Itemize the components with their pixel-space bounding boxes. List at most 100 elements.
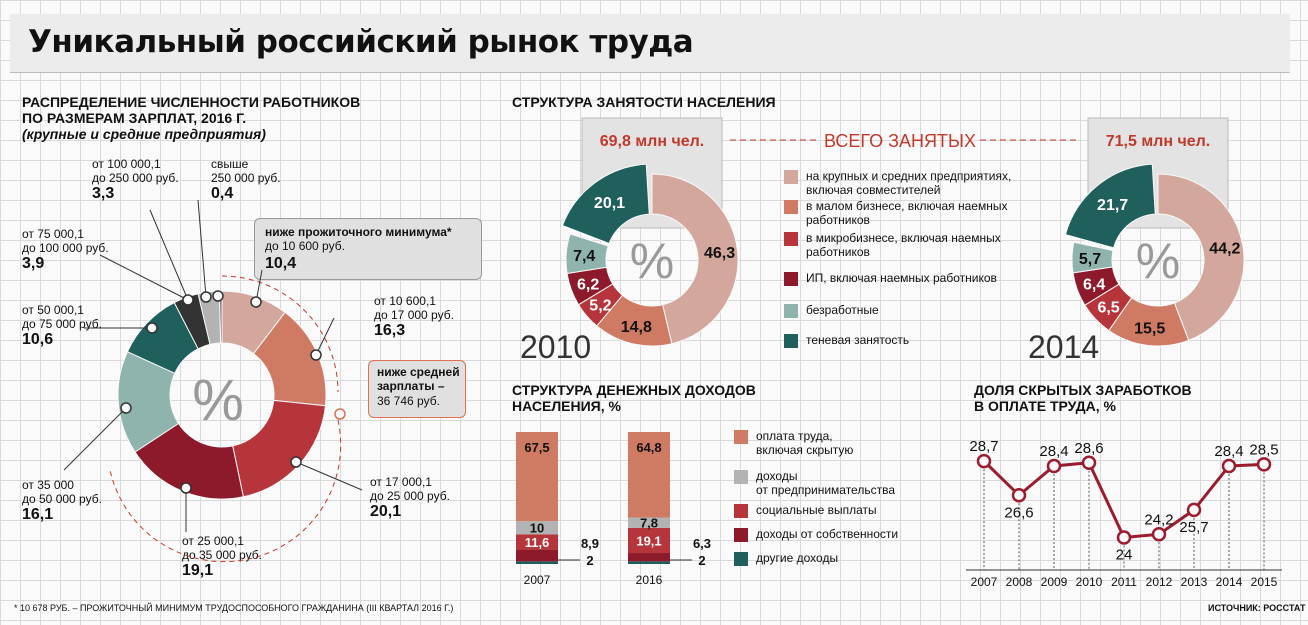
emp-donut-2014: 44,2 15,5 6,5 6,4 5,7 21,7 <box>1064 163 1245 347</box>
emp-legend-swatch-5 <box>784 334 798 348</box>
emp-2010-slice-5 <box>561 163 650 245</box>
salary-label-25k-l1: от 25 000,1 <box>182 534 244 548</box>
avg-arc-bottom <box>109 419 342 563</box>
footnote: * 10 678 РУБ. – ПРОЖИТОЧНЫЙ МИНИМУМ ТРУД… <box>14 603 454 613</box>
emp-legend-label-2-0: в микробизнесе, включая наемных <box>806 231 1001 245</box>
salary-center-symbol: % <box>192 368 244 433</box>
salary-label-100k: от 100 000,1 до 250 000 руб. 3,3 <box>92 157 179 203</box>
emp-2014-year: 2014 <box>1028 329 1099 365</box>
employment-title: СТРУКТУРА ЗАНЯТОСТИ НАСЕЛЕНИЯ <box>512 94 776 110</box>
emp-2014-slice-0 <box>1157 173 1245 341</box>
salary-label-75k: от 75 000,1 до 100 000 руб. 3,9 <box>22 227 109 273</box>
emp-legend-label-2-1: работников <box>806 245 870 259</box>
hidden-title-line1: ДОЛЯ СКРЫТЫХ ЗАРАБОТКОВ <box>974 382 1192 398</box>
emp-legend-swatch-1 <box>784 200 798 214</box>
salary-donut <box>117 290 327 500</box>
leader-35k <box>63 407 127 471</box>
emp-2014-value-3: 6,4 <box>1083 276 1105 293</box>
income-title-line2: НАСЕЛЕНИЯ, % <box>512 398 621 414</box>
marker-75k <box>182 294 194 306</box>
emp-2014-total: 71,5 млн чел. <box>1106 133 1211 150</box>
salary-value-25k: 19,1 <box>182 562 214 579</box>
income-2007-seg-4 <box>516 561 558 564</box>
employment-charts: 69,8 млн чел. 71,5 млн чел. ВСЕГО ЗАНЯТЫ… <box>520 117 1245 365</box>
income-2007-seg-0 <box>516 432 558 522</box>
hidden-point-2009 <box>1046 458 1062 474</box>
emp-2010-total: 69,8 млн чел. <box>600 133 705 150</box>
hidden-point-2015 <box>1256 457 1272 472</box>
hidden-point-2014 <box>1221 458 1237 474</box>
page-title: Уникальный российский рынок труда <box>28 24 694 60</box>
salary-label-17k-l1: от 17 000,1 <box>370 475 432 489</box>
emp-2014-value-5: 21,7 <box>1097 197 1128 214</box>
salary-value-250k: 0,4 <box>211 185 234 202</box>
salary-title-line2: ПО РАЗМЕРАМ ЗАРПЛАТ, 2016 Г. <box>22 110 247 126</box>
hidden-year-2013: 2013 <box>1181 575 1208 589</box>
callout-min-line1: ниже прожиточного минимума* <box>265 225 452 239</box>
salary-value-17k: 20,1 <box>370 503 402 520</box>
emp-2010-value-2: 5,2 <box>589 297 611 314</box>
marker-50k <box>146 322 158 334</box>
salary-leaders <box>63 199 363 532</box>
emp-2010-slice-0 <box>651 173 739 345</box>
salary-label-17k-l2: до 25 000 руб. <box>370 489 450 503</box>
income-2007-value-4: 2 <box>586 553 593 568</box>
emp-legend-swatch-2 <box>784 232 798 246</box>
hidden-chart: 28,7 2007 26,6 2008 28,4 2009 28,6 2010 24 2011 24… <box>966 438 1282 589</box>
income-2007-value-3: 8,9 <box>581 536 599 551</box>
income-2007-value-1: 10 <box>530 521 544 536</box>
hidden-value-2007: 28,7 <box>969 438 998 455</box>
marker-100k <box>200 291 212 303</box>
hidden-value-2013: 25,7 <box>1179 519 1208 536</box>
hidden-value-2012: 24,2 <box>1144 511 1173 528</box>
income-2016-seg-2 <box>628 527 670 554</box>
leader-75k <box>99 254 189 301</box>
salary-label-10k-l1: от 10 600,1 <box>374 294 436 308</box>
income-legend-label-2-0: социальные выплаты <box>756 503 877 517</box>
income-legend-swatch-4 <box>734 552 748 566</box>
hidden-value-2014: 28,4 <box>1214 443 1243 460</box>
income-legend-swatch-3 <box>734 528 748 542</box>
source: ИСТОЧНИК: РОССТАТ <box>1208 603 1306 613</box>
emp-2014-center-symbol: % <box>1136 233 1180 289</box>
callout-min-line2: до 10 600 руб. <box>265 239 345 253</box>
salary-subtitle: (крупные и средние предприятия) <box>22 126 266 142</box>
emp-2014-slice-4 <box>1071 241 1114 274</box>
income-2007-seg-2 <box>516 534 558 550</box>
salary-label-35k-l1: от 35 000 <box>22 478 74 492</box>
emp-2014-value-2: 6,5 <box>1097 300 1119 317</box>
income-2016-seg-4 <box>628 561 670 564</box>
salary-value-100k: 3,3 <box>92 185 115 202</box>
emp-legend-label-0-0: на крупных и средних предприятиях, <box>806 169 1011 183</box>
emp-2010-center-symbol: % <box>630 233 674 289</box>
salary-label-17k: от 17 000,1 до 25 000 руб. 20,1 <box>370 475 450 521</box>
salary-title-line1: РАСПРЕДЕЛЕНИЕ ЧИСЛЕННОСТИ РАБОТНИКОВ <box>22 94 361 110</box>
emp-donut-2010: 46,3 14,8 5,2 6,2 7,4 20,1 <box>561 163 739 347</box>
salary-label-250k: свыше 250 000 руб. 0,4 <box>211 157 281 203</box>
income-legend-swatch-1 <box>734 470 748 484</box>
income-legend-label-1-1: от предпринимательства <box>756 483 895 497</box>
salary-value-35k: 16,1 <box>22 506 54 523</box>
hidden-year-2007: 2007 <box>971 575 998 589</box>
income-title: СТРУКТУРА ДЕНЕЖНЫХ ДОХОДОВ НАСЕЛЕНИЯ, % <box>512 382 756 414</box>
salary-label-25k: от 25 000,1 до 35 000 руб. 19,1 <box>182 534 262 580</box>
marker-10k <box>310 349 322 361</box>
salary-label-10k-l2: до 17 000 руб. <box>374 308 454 322</box>
emp-2014-slice-5 <box>1064 163 1156 249</box>
emp-legend-label-1-1: работников <box>806 213 870 227</box>
emp-legend-label-5-0: теневая занятость <box>806 333 909 347</box>
salary-label-50k-l2: до 75 000 руб. <box>22 317 102 331</box>
marker-min <box>250 296 262 308</box>
salary-value-50k: 10,6 <box>22 331 54 348</box>
salary-label-10k: от 10 600,1 до 17 000 руб. 16,3 <box>374 294 454 340</box>
leader-250k <box>197 199 207 298</box>
marker-17k <box>290 456 302 468</box>
income-2016-value-0: 64,8 <box>636 440 661 455</box>
emp-2010-slice-4 <box>565 233 609 275</box>
hidden-line-chart: 28,7 2007 26,6 2008 28,4 2009 28,6 2010 24 2011 24… <box>966 438 1282 589</box>
salary-label-100k-l1: от 100 000,1 <box>92 157 161 171</box>
emp-2010-value-0: 46,3 <box>704 245 735 262</box>
income-2007-seg-1 <box>516 521 558 535</box>
avg-arc-top <box>221 275 339 393</box>
